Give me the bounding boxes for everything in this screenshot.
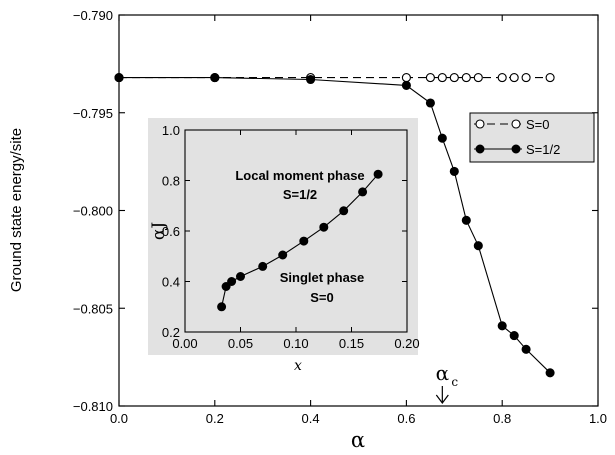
inset-point [217, 302, 227, 312]
inset-background [148, 118, 418, 355]
legend-marker-s-half-right [511, 144, 521, 154]
x-tick-label: 0.6 [397, 411, 415, 426]
point-s0 [497, 73, 507, 83]
point-s0 [437, 73, 447, 83]
inset-point [221, 282, 231, 291]
point-s0 [449, 73, 459, 83]
annotation-singlet-phase: Singlet phase [280, 270, 365, 285]
x-tick-label: 0.0 [110, 411, 128, 426]
inset-tick-labels: 0.00 0.05 0.10 0.15 0.20 0.2 0.4 0.6 0.8 1.0 [162, 123, 420, 351]
legend-box [469, 112, 595, 163]
inset-point [319, 222, 329, 232]
y-tick-label: −0.790 [73, 8, 113, 23]
inset-chart: 0.00 0.05 0.10 0.15 0.20 0.2 0.4 0.6 0.8 1.0 αJ x… [148, 118, 420, 374]
inset-point [258, 261, 268, 271]
legend-label-s0: S=0 [526, 117, 550, 132]
point-s-half [306, 74, 316, 85]
inset-point [339, 206, 349, 216]
y-tick-label: −0.800 [73, 204, 113, 219]
x-tick-label: 0.2 [206, 411, 224, 426]
inset-point [299, 236, 309, 246]
point-s-half [521, 344, 531, 354]
inset-y-tick-label: 0.2 [162, 325, 180, 340]
point-s-half [437, 133, 447, 143]
point-s-half [449, 166, 459, 176]
main-y-axis-label: Ground state energy/site [8, 128, 25, 292]
alpha-c-arrow-head [435, 394, 449, 404]
point-s0 [509, 73, 519, 83]
inset-point [227, 277, 237, 286]
point-s-half [425, 98, 435, 108]
annotation-local-moment-spin: S=1/2 [283, 187, 317, 202]
point-s0 [461, 73, 471, 83]
legend-marker-s-half-left [475, 144, 485, 154]
inset-y-tick-label: 0.6 [162, 224, 180, 239]
legend: S=0 S=1/2 [469, 112, 595, 163]
inset-y-tick-label: 0.8 [162, 174, 180, 189]
inset-data-points [217, 169, 383, 312]
inset-y-tick-label: 0.4 [162, 275, 180, 290]
x-tick-label: 0.4 [302, 411, 320, 426]
point-s-half [473, 241, 483, 251]
point-s0 [545, 73, 555, 83]
inset-ticks [184, 129, 408, 333]
inset-x-tick-label: 0.20 [394, 336, 419, 351]
point-s0 [425, 73, 435, 83]
inset-x-tick-label: 0.05 [228, 336, 253, 351]
main-x-axis-label: α [351, 428, 365, 452]
alpha-c-label: α [436, 361, 450, 385]
inset-point [373, 169, 383, 179]
annotation-singlet-spin: S=0 [310, 290, 334, 305]
inset-x-tick-label: 0.15 [339, 336, 364, 351]
inset-x-tick-label: 0.00 [172, 336, 197, 351]
y-tick-label: −0.810 [73, 399, 113, 414]
x-tick-label: 1.0 [589, 411, 607, 426]
inset-y-axis-label: αJ [149, 222, 169, 240]
legend-marker-s0-right [511, 119, 521, 129]
alpha-c-subscript: c [451, 375, 458, 389]
main-ticks [118, 14, 599, 407]
point-s0 [521, 73, 531, 83]
annotation-local-moment-phase: Local moment phase [235, 168, 364, 183]
point-s-half [545, 368, 555, 378]
inset-x-axis-label: x [294, 358, 302, 374]
inset-x-tick-label: 0.10 [283, 336, 308, 351]
point-s-half [401, 80, 411, 90]
y-tick-label: −0.795 [73, 106, 113, 121]
alpha-c-annotation: α c [435, 361, 458, 404]
inset-point [236, 272, 245, 281]
y-tick-label: −0.805 [73, 301, 113, 316]
main-tick-labels: 0.0 0.2 0.4 0.6 0.8 1.0 −0.790 −0.795 −0.800 −0.8… [73, 8, 607, 426]
point-s-half [509, 331, 519, 341]
x-tick-label: 0.8 [493, 411, 511, 426]
inset-point [278, 250, 288, 260]
point-s-half [210, 73, 220, 83]
main-data-points [114, 73, 555, 378]
point-s-half [461, 215, 471, 225]
point-s-half [114, 73, 124, 83]
legend-label-s-half: S=1/2 [526, 142, 560, 157]
inset-point [358, 187, 368, 197]
point-s0 [473, 73, 483, 83]
point-s-half [497, 321, 507, 331]
point-s0 [401, 73, 411, 83]
inset-y-tick-label: 1.0 [162, 123, 180, 138]
legend-marker-s0-left [475, 119, 485, 129]
